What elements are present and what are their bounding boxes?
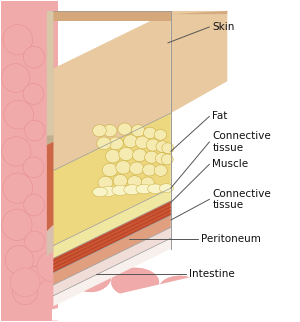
Ellipse shape <box>118 123 132 135</box>
Ellipse shape <box>13 279 38 305</box>
Ellipse shape <box>23 157 44 178</box>
Polygon shape <box>53 210 171 269</box>
Ellipse shape <box>142 164 156 176</box>
Polygon shape <box>47 40 53 161</box>
Ellipse shape <box>159 276 200 301</box>
Ellipse shape <box>100 186 117 196</box>
Ellipse shape <box>2 137 31 166</box>
Text: Fat: Fat <box>212 111 228 121</box>
Ellipse shape <box>133 149 147 162</box>
Ellipse shape <box>23 84 44 104</box>
Ellipse shape <box>108 137 123 150</box>
Text: Intestine: Intestine <box>189 269 234 279</box>
Ellipse shape <box>155 153 168 164</box>
Ellipse shape <box>105 149 120 163</box>
Polygon shape <box>171 11 227 113</box>
Ellipse shape <box>103 125 117 137</box>
Text: Skin: Skin <box>212 22 235 32</box>
Ellipse shape <box>10 268 40 297</box>
Polygon shape <box>47 225 53 257</box>
Polygon shape <box>53 227 171 296</box>
Ellipse shape <box>130 162 144 175</box>
Ellipse shape <box>156 141 169 152</box>
Ellipse shape <box>37 251 73 282</box>
Ellipse shape <box>141 177 154 188</box>
Ellipse shape <box>143 127 157 139</box>
Ellipse shape <box>25 231 45 252</box>
Ellipse shape <box>161 154 173 165</box>
Polygon shape <box>53 213 171 272</box>
Ellipse shape <box>23 46 45 68</box>
Polygon shape <box>53 113 171 246</box>
Polygon shape <box>53 238 171 306</box>
Ellipse shape <box>2 209 32 241</box>
Ellipse shape <box>128 176 142 188</box>
Polygon shape <box>52 252 298 321</box>
Ellipse shape <box>113 175 127 187</box>
Ellipse shape <box>135 136 150 149</box>
Polygon shape <box>53 188 171 258</box>
Ellipse shape <box>102 163 118 177</box>
Polygon shape <box>53 11 171 171</box>
Ellipse shape <box>112 185 129 195</box>
Ellipse shape <box>119 147 134 161</box>
Ellipse shape <box>93 125 106 137</box>
Ellipse shape <box>25 120 45 141</box>
Text: Connective
tissue: Connective tissue <box>212 188 271 210</box>
Ellipse shape <box>159 184 173 193</box>
Ellipse shape <box>116 161 131 174</box>
Polygon shape <box>47 136 53 145</box>
Polygon shape <box>53 11 171 21</box>
Ellipse shape <box>4 100 34 129</box>
Ellipse shape <box>97 137 111 150</box>
Polygon shape <box>171 11 227 14</box>
Polygon shape <box>2 1 58 321</box>
Ellipse shape <box>124 185 140 195</box>
Ellipse shape <box>70 260 111 292</box>
Polygon shape <box>47 142 53 231</box>
Ellipse shape <box>3 173 33 203</box>
Polygon shape <box>53 206 171 265</box>
Ellipse shape <box>2 64 30 92</box>
Polygon shape <box>53 201 171 273</box>
Ellipse shape <box>26 266 45 286</box>
Text: Peritoneum: Peritoneum <box>200 234 260 244</box>
Polygon shape <box>47 11 53 142</box>
Ellipse shape <box>5 246 33 274</box>
Polygon shape <box>53 203 171 261</box>
Ellipse shape <box>154 165 167 176</box>
Ellipse shape <box>93 187 107 197</box>
Ellipse shape <box>162 143 174 154</box>
Text: Connective
tissue: Connective tissue <box>212 131 271 153</box>
Ellipse shape <box>3 24 33 55</box>
Ellipse shape <box>111 268 159 297</box>
Ellipse shape <box>146 139 160 151</box>
Ellipse shape <box>24 194 44 216</box>
Ellipse shape <box>124 135 138 147</box>
Ellipse shape <box>154 129 167 140</box>
Polygon shape <box>53 215 171 285</box>
Ellipse shape <box>148 184 163 194</box>
Ellipse shape <box>136 184 152 194</box>
Ellipse shape <box>98 176 113 189</box>
Text: Muscle: Muscle <box>212 159 248 169</box>
Ellipse shape <box>145 151 158 163</box>
Ellipse shape <box>131 125 145 137</box>
